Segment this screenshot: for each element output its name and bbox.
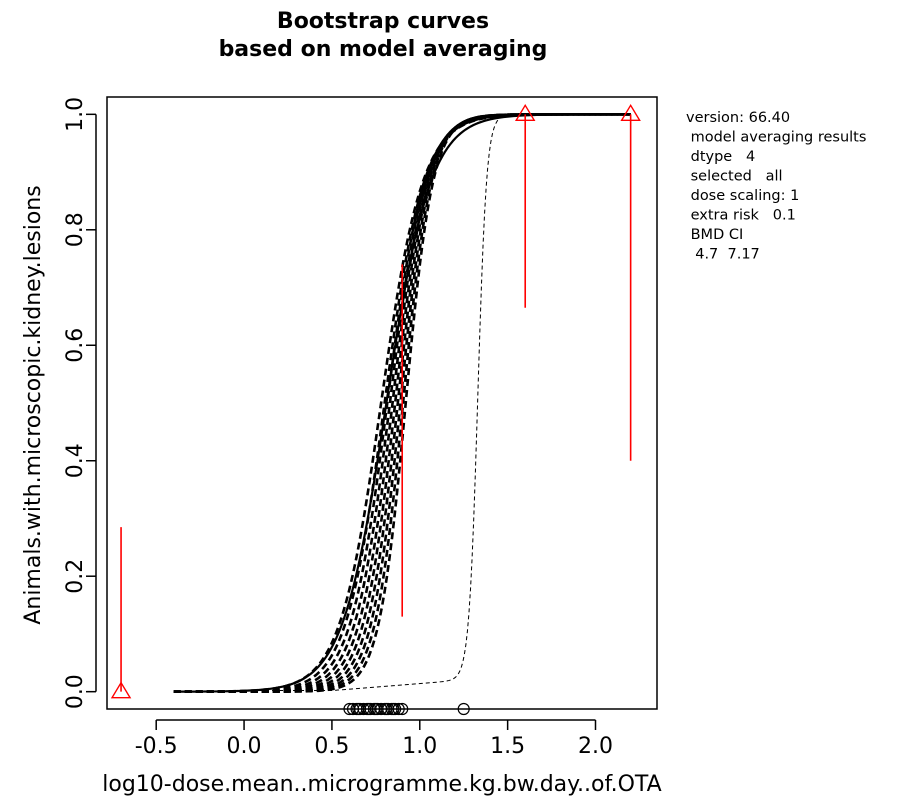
chart-title-line-2: based on model averaging <box>219 37 548 62</box>
y-tick-label: 1.0 <box>63 97 88 132</box>
bmd-marker <box>389 702 402 716</box>
info-line: 4.7 7.17 <box>686 247 760 263</box>
observed-point <box>620 103 641 122</box>
x-tick-label: -0.5 <box>135 734 178 759</box>
bootstrap-curve-outlier <box>244 113 526 692</box>
x-tick-label: 0.5 <box>314 734 349 759</box>
info-line: dose scaling: 1 <box>686 188 799 204</box>
y-axis-label: Animals.with.microscopic.kidney.lesions <box>21 185 46 624</box>
x-axis-label: log10-dose.mean..microgramme.kg.bw.day..… <box>102 772 661 797</box>
bmd-marker <box>392 702 405 716</box>
y-tick-label: 0.4 <box>63 443 88 478</box>
info-line: dtype 4 <box>686 149 755 165</box>
y-tick-label: 0.2 <box>63 559 88 594</box>
info-line: BMD CI <box>686 227 743 243</box>
x-tick-label: 1.0 <box>402 734 437 759</box>
info-box: version: 66.40 model averaging results d… <box>686 110 866 263</box>
y-tick-label: 0.8 <box>63 212 88 247</box>
chart-title-line-1: Bootstrap curves <box>277 9 489 34</box>
plot-area <box>110 103 641 716</box>
x-tick-label: 1.5 <box>490 734 525 759</box>
x-tick-label: 2.0 <box>578 734 613 759</box>
bmd-marker <box>396 702 409 716</box>
plot-frame <box>106 96 658 710</box>
bmd-marker <box>457 702 470 716</box>
y-tick-label: 0.0 <box>63 674 88 709</box>
observed-point <box>514 103 536 122</box>
info-line: version: 66.40 <box>686 110 790 126</box>
axes: -0.5 0.0 0.5 1.0 1.5 2.0 0.0 0.2 0.4 0.6 0.8 1.0 <box>63 97 613 759</box>
info-line: selected all <box>686 169 783 185</box>
observed-point <box>110 681 132 699</box>
y-tick-label: 0.6 <box>63 328 88 363</box>
x-tick-label: 0.0 <box>227 734 262 759</box>
info-line: extra risk 0.1 <box>686 208 796 224</box>
info-line: model averaging results <box>686 130 866 146</box>
